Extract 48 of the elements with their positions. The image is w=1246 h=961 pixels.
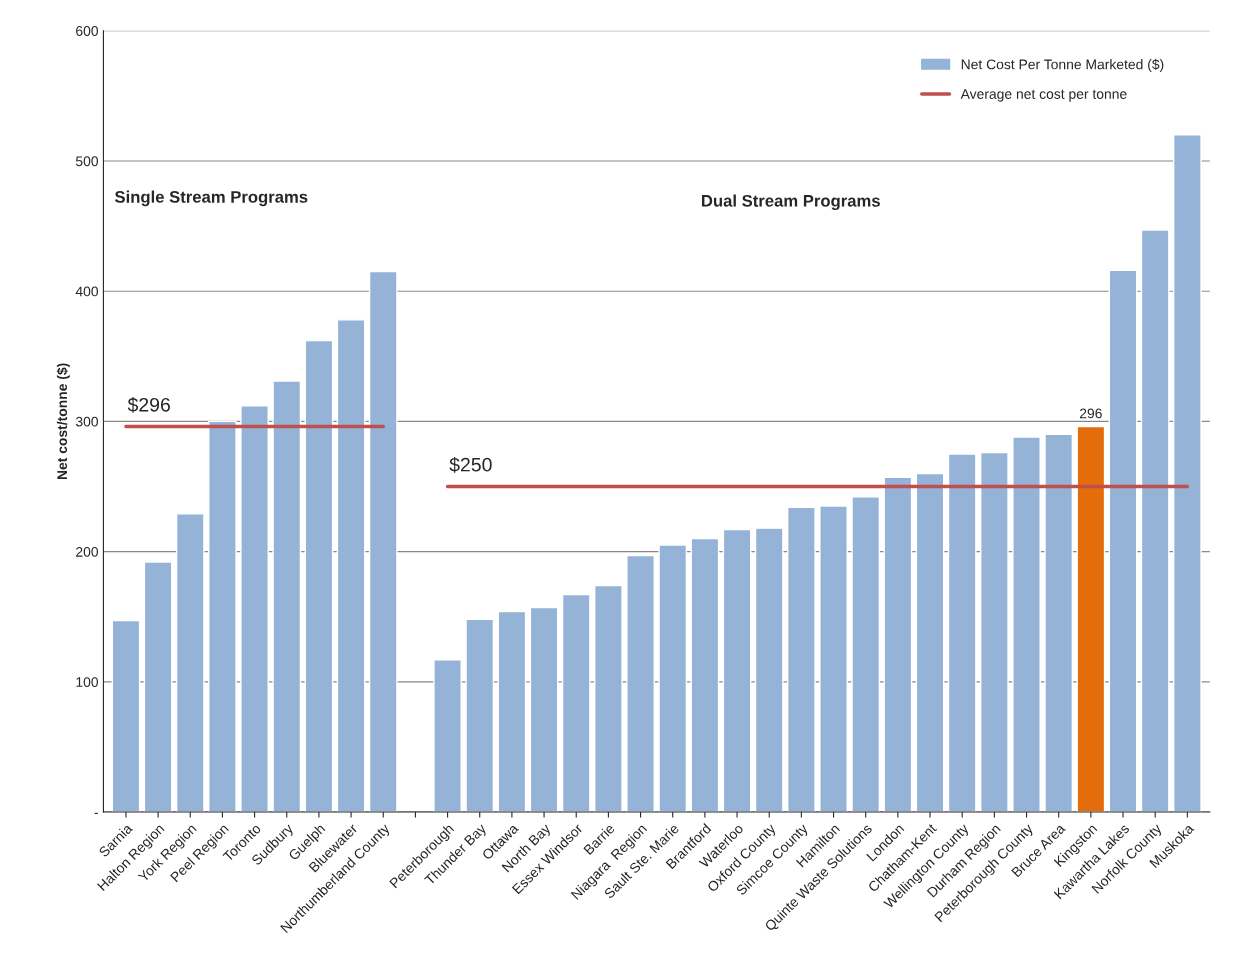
annotation: $250 <box>449 456 492 473</box>
legend-label: Average net cost per tonne <box>960 89 1127 102</box>
bar <box>883 476 913 813</box>
y-tick-label: 100 <box>76 677 99 687</box>
bar <box>1012 436 1041 813</box>
bar <box>175 513 205 813</box>
bar <box>143 561 173 813</box>
bar <box>272 380 302 813</box>
bar <box>626 554 655 813</box>
bar <box>819 505 848 813</box>
bar <box>465 618 495 813</box>
bar <box>336 319 366 813</box>
bar <box>754 527 784 813</box>
bar <box>561 593 591 813</box>
bar <box>240 405 269 813</box>
y-tick-label: 600 <box>76 26 99 36</box>
annotation: Dual Stream Programs <box>702 194 880 211</box>
bar <box>497 610 527 813</box>
bar <box>1108 269 1138 813</box>
bar <box>433 658 462 813</box>
bar <box>594 584 623 813</box>
y-axis-title: Net cost/tonne ($) <box>56 363 70 480</box>
bar <box>1140 229 1170 813</box>
bar <box>690 537 720 813</box>
y-tick-label: 400 <box>75 286 99 297</box>
bar <box>1172 134 1202 813</box>
bar <box>787 506 816 813</box>
bar <box>851 496 881 813</box>
y-tick-label: 300 <box>75 416 99 427</box>
y-tick-label: 200 <box>76 546 99 557</box>
y-tick-label: - <box>94 812 98 814</box>
annotation: $296 <box>127 397 170 413</box>
bar <box>1076 425 1106 813</box>
bar <box>947 453 977 813</box>
bar <box>1044 433 1074 813</box>
y-tick-label: 500 <box>75 156 99 167</box>
data-label: 296 <box>1079 408 1102 419</box>
bar <box>208 420 237 813</box>
bar <box>111 619 141 813</box>
bar <box>529 606 559 813</box>
bar <box>368 270 398 813</box>
bar <box>980 451 1009 813</box>
bar <box>722 528 752 813</box>
bar <box>915 472 945 813</box>
bar <box>304 339 334 813</box>
bar <box>658 544 688 813</box>
legend-label: Net Cost Per Tonne Marketed ($) <box>961 58 1164 73</box>
annotation: Single Stream Programs <box>114 190 308 207</box>
